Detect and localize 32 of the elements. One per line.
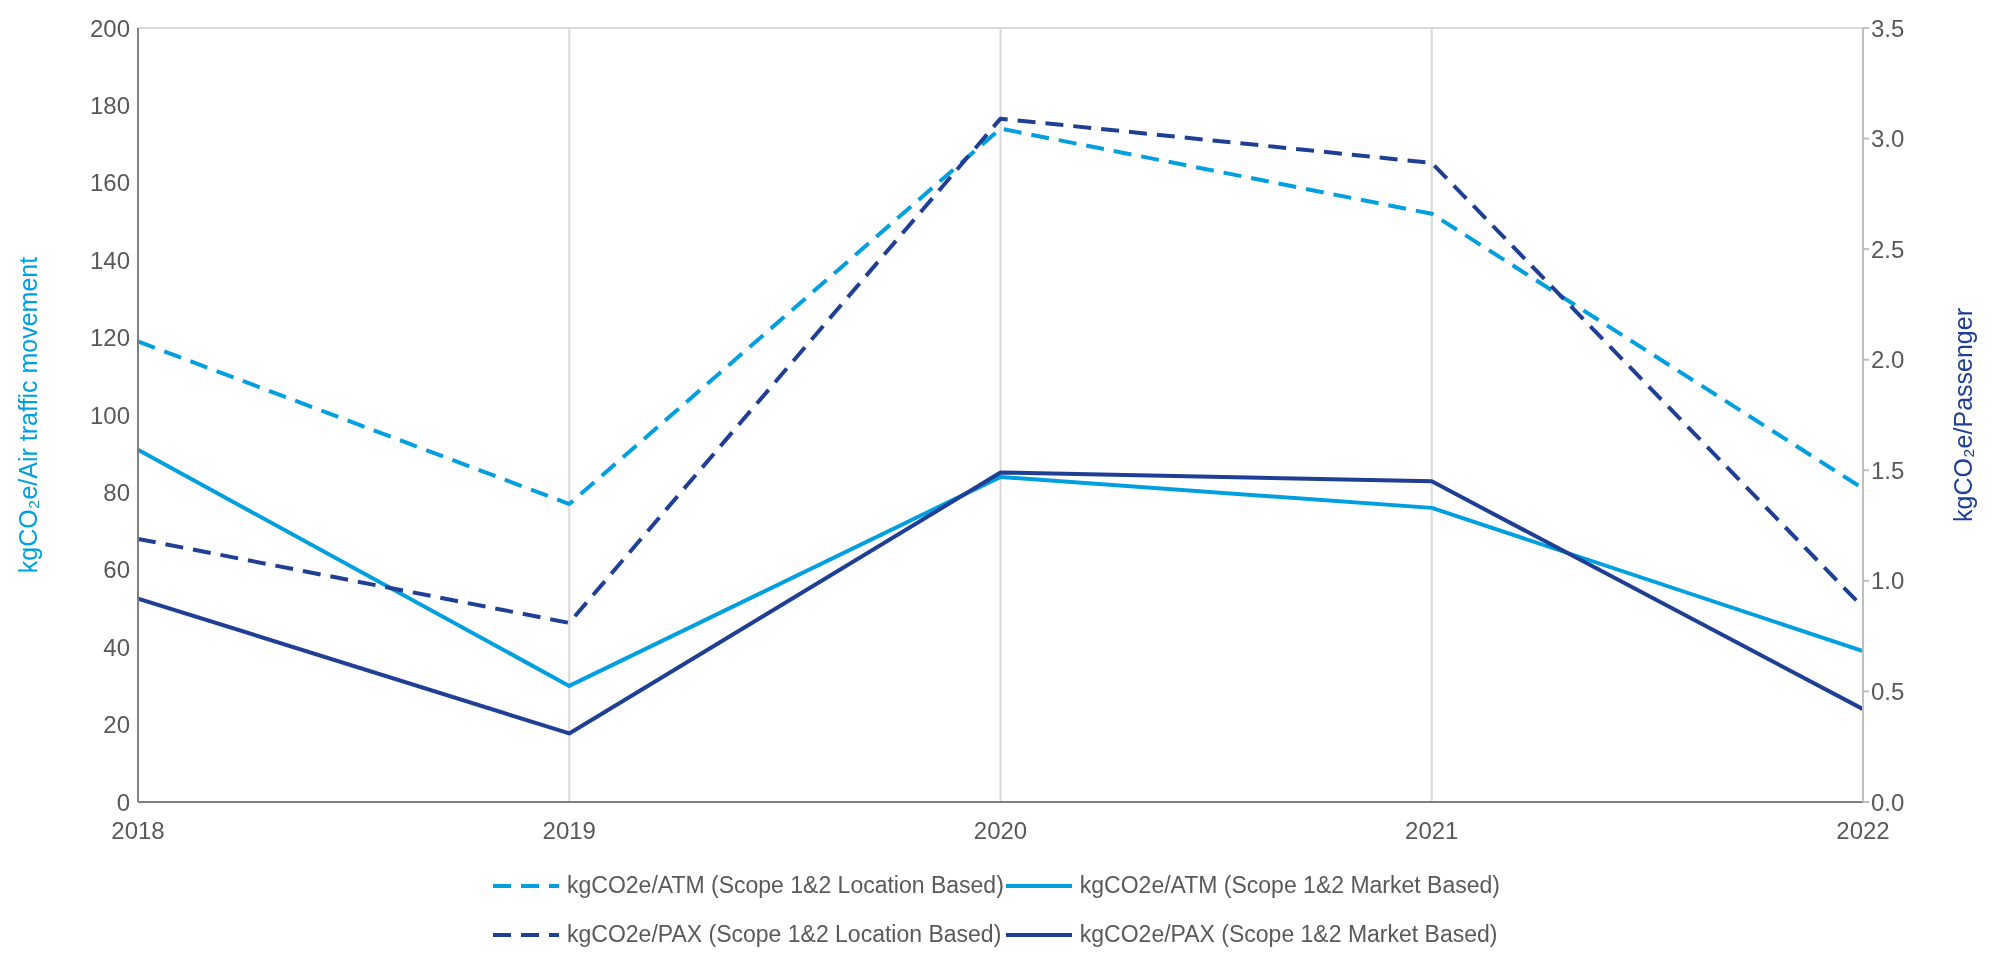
y-tick-label: 180 <box>89 91 130 119</box>
y-tick-label: 200 <box>89 14 130 42</box>
legend-label: kgCO2e/PAX (Scope 1&2 Location Based) <box>567 921 1002 948</box>
y2-tick-label: 0.5 <box>1871 677 1905 705</box>
y2-tick-label: 2.5 <box>1871 235 1905 263</box>
legend-label: kgCO2e/ATM (Scope 1&2 Location Based) <box>567 872 1004 899</box>
legend-label: kgCO2e/ATM (Scope 1&2 Market Based) <box>1079 872 1500 899</box>
y2-tick-label: 1.0 <box>1871 567 1905 595</box>
y-tick-label: 40 <box>103 633 130 661</box>
y-tick-label: 160 <box>89 169 130 197</box>
y-tick-label: 80 <box>103 478 130 506</box>
y2-tick-label: 3.0 <box>1871 125 1905 153</box>
y2-tick-label: 2.0 <box>1871 346 1905 374</box>
y-tick-label: 120 <box>89 324 130 352</box>
x-tick-label: 2022 <box>1836 817 1890 845</box>
line-series <box>138 470 1863 736</box>
y2-tick-label: 0.0 <box>1871 788 1905 816</box>
y2-tick-label: 1.5 <box>1871 456 1905 484</box>
legend-label: kgCO2e/PAX (Scope 1&2 Market Based) <box>1079 921 1498 948</box>
y-tick-label: 140 <box>89 246 130 274</box>
y-axis-title: kgCO₂e/Air traffic movement <box>13 256 42 574</box>
x-tick-label: 2021 <box>1405 817 1459 845</box>
x-tick-label: 2020 <box>973 817 1028 845</box>
y-tick-label: 20 <box>103 711 130 739</box>
y-tick-label: 100 <box>89 401 130 429</box>
y2-axis-title: kgCO₂e/Passenger <box>1948 308 1977 522</box>
x-tick-label: 2019 <box>542 817 596 845</box>
y-tick-label: 60 <box>103 556 130 584</box>
x-tick-label: 2018 <box>111 817 165 845</box>
y-tick-label: 0 <box>116 788 130 816</box>
line-series <box>138 447 1863 688</box>
y2-tick-label: 3.5 <box>1871 14 1905 42</box>
